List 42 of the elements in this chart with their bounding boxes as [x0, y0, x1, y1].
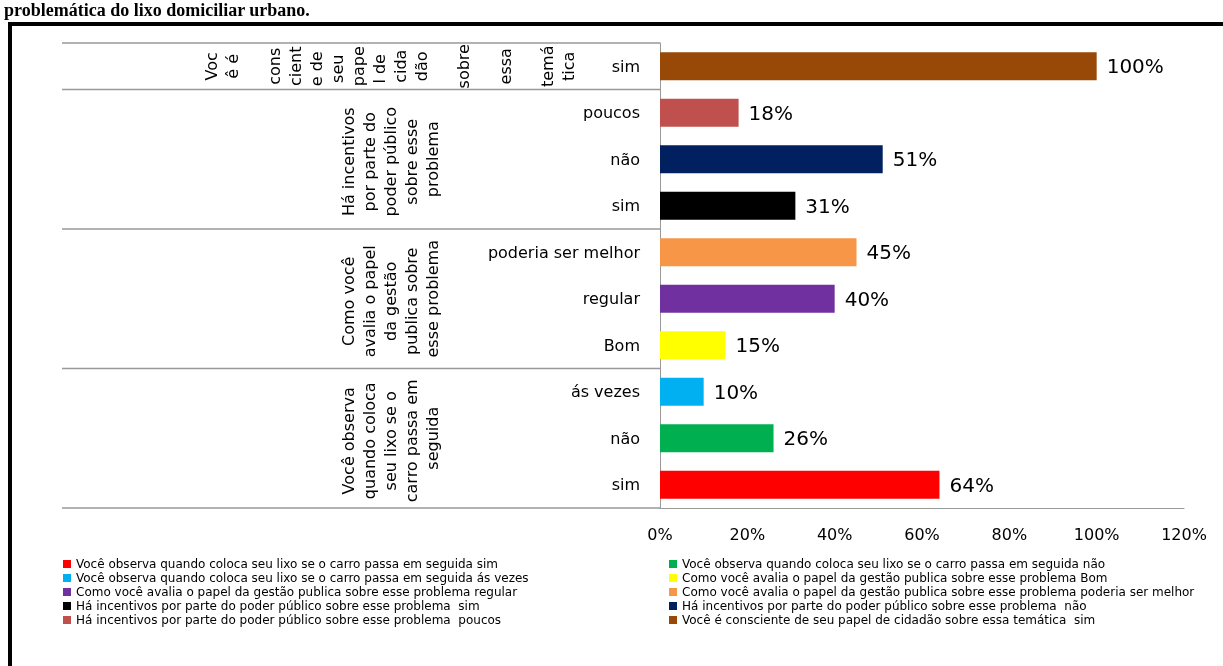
- data-label: 100%: [1106, 54, 1164, 79]
- x-tick-label: 80%: [991, 524, 1028, 544]
- y-tick-label: não: [610, 149, 640, 169]
- y-tick-label: Bom: [603, 335, 640, 355]
- x-tick-label: 120%: [1161, 524, 1207, 544]
- text: Como você avalia o papel da gestão publica sobre esse problema: [338, 240, 442, 358]
- y-tick-label: sim: [611, 56, 640, 76]
- data-label: 26%: [783, 426, 828, 451]
- y-tick-label: ás vezes: [570, 382, 640, 402]
- data-label: 64%: [949, 472, 994, 497]
- data-label: 15%: [735, 333, 780, 358]
- legend-label: Você é consciente de seu papel de cidadão sobre essa temática sim: [682, 613, 1096, 627]
- y-tick-label: sim: [611, 475, 640, 495]
- legend-label: Como você avalia o papel da gestão publica sobre esse problema Bom: [682, 571, 1108, 585]
- legend-label: Há incentivos por parte do poder público sobre esse problema poucos: [76, 613, 502, 627]
- x-tick-label: 40%: [816, 524, 853, 544]
- legend-label: Você observa quando coloca seu lixo se o carro passa em seguida sim: [76, 557, 499, 571]
- text: Você é consciente de seu papel de cidadão sobre essa temática: [202, 44, 578, 89]
- x-tick-label: 60%: [904, 524, 940, 544]
- y-tick-label: poderia ser melhor: [487, 242, 641, 262]
- x-tick-label: 0%: [647, 524, 673, 544]
- data-label: 18%: [748, 100, 794, 125]
- data-label: 10%: [713, 379, 759, 404]
- legend-label: Há incentivos por parte do poder público sobre esse problema sim: [76, 599, 480, 613]
- x-tick-label: 100%: [1073, 524, 1120, 544]
- x-tick-label: 20%: [729, 524, 766, 544]
- y-tick-label: regular: [582, 289, 641, 309]
- text: problemática do lixo domiciliar urbano.: [4, 0, 310, 21]
- data-label: 51%: [892, 147, 938, 172]
- data-label: 40%: [844, 286, 890, 311]
- data-label: 45%: [866, 240, 911, 265]
- y-tick-label: não: [610, 428, 640, 448]
- legend-label: Como você avalia o papel da gestão publica sobre esse problema poderia ser melhor: [682, 585, 1195, 599]
- legend-label: Você observa quando coloca seu lixo se o carro passa em seguida não: [682, 557, 1106, 571]
- text: Você observa quando coloca seu lixo se o carro passa em seguida: [338, 374, 442, 503]
- data-label: 31%: [805, 193, 850, 218]
- legend-label: Como você avalia o papel da gestão publica sobre esse problema regular: [76, 585, 518, 599]
- legend-label: Há incentivos por parte do poder público sobre esse problema não: [682, 599, 1087, 613]
- legend-label: Você observa quando coloca seu lixo se o carro passa em seguida ás vezes: [76, 571, 529, 585]
- text: Há incentivos por parte do poder público sobre esse problema: [338, 101, 442, 217]
- y-tick-label: poucos: [582, 103, 640, 123]
- y-tick-label: sim: [611, 196, 640, 216]
